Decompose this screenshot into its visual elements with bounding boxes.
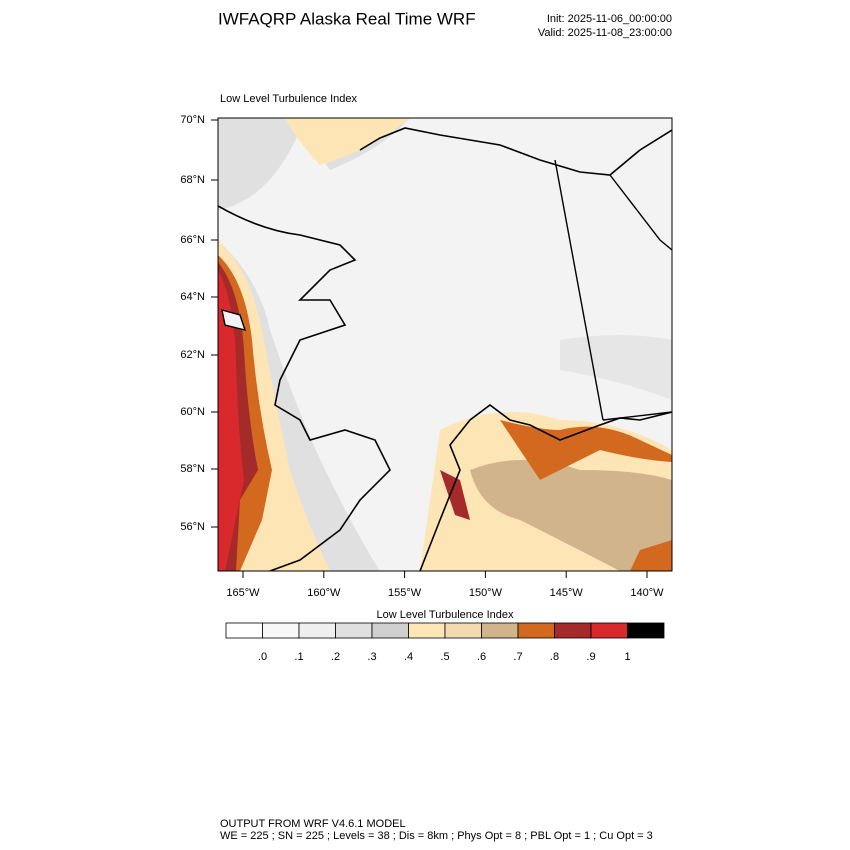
footer-line: OUTPUT FROM WRF V4.6.1 MODEL: [220, 818, 406, 830]
lon-label: 160°W: [307, 587, 341, 599]
lon-label: 155°W: [388, 587, 422, 599]
colorbar-label: .1: [294, 651, 303, 663]
colorbar-box: [335, 622, 373, 639]
colorbar-box: [262, 622, 300, 639]
colorbar-label: .6: [477, 651, 486, 663]
lat-label: 58°N: [180, 463, 205, 475]
colorbar-label: .5: [440, 651, 449, 663]
colorbar-box: [590, 622, 628, 639]
colorbar-box: [627, 622, 665, 639]
lat-label: 66°N: [180, 234, 205, 246]
lon-label: 165°W: [226, 587, 260, 599]
colorbar: .0 .1 .2 .3 .4 .5 .6 .7 .8 .9 1: [225, 622, 665, 663]
colorbar-box: [517, 622, 555, 639]
colorbar-label: .7: [513, 651, 522, 663]
colorbar-box: [444, 622, 482, 639]
map-frame: [217, 117, 673, 572]
valid-time: Valid: 2025-11-08_23:00:00: [538, 27, 672, 39]
colorbar-label: 1: [624, 651, 630, 663]
colorbar-box: [554, 622, 592, 639]
lon-label: 140°W: [630, 587, 664, 599]
map-field: [218, 118, 672, 571]
colorbar-box: [298, 622, 336, 639]
lat-label: 62°N: [180, 349, 205, 361]
lat-label: 64°N: [180, 291, 205, 303]
init-time: Init: 2025-11-06_00:00:00: [547, 13, 672, 25]
footer-line: WE = 225 ; SN = 225 ; Levels = 38 ; Dis …: [220, 830, 653, 842]
colorbar-label: .8: [550, 651, 559, 663]
colorbar-label: .3: [367, 651, 376, 663]
colorbar-label: .2: [331, 651, 340, 663]
lon-labels: 165°W 160°W 155°W 150°W 145°W 140°W: [226, 571, 664, 599]
colorbar-label: .9: [586, 651, 595, 663]
lat-label: 68°N: [180, 174, 205, 186]
colorbar-box: [371, 622, 409, 639]
title: IWFAQRP Alaska Real Time WRF: [218, 9, 476, 28]
lat-label: 56°N: [180, 521, 205, 533]
colorbar-box: [481, 622, 519, 639]
lat-labels: 70°N 68°N 66°N 64°N 62°N 60°N 58°N 56°N: [180, 114, 218, 533]
lon-label: 145°W: [550, 587, 584, 599]
lat-label: 60°N: [180, 406, 205, 418]
colorbar-label: .0: [258, 651, 267, 663]
colorbar-box: [225, 622, 263, 639]
map-subtitle: Low Level Turbulence Index: [220, 93, 357, 105]
colorbar-label: .4: [404, 651, 413, 663]
colorbar-title: Low Level Turbulence Index: [377, 609, 514, 621]
lon-label: 150°W: [469, 587, 503, 599]
lat-label: 70°N: [180, 114, 205, 126]
colorbar-box: [408, 622, 446, 639]
